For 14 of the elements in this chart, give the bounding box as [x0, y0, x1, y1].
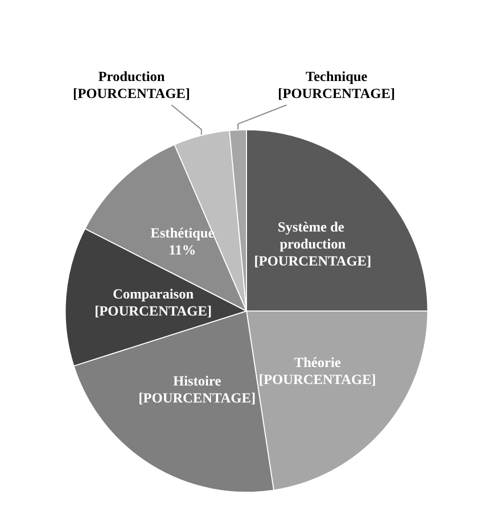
data-label: [POURCENTAGE]	[258, 373, 376, 388]
data-label: [POURCENTAGE]	[254, 254, 372, 270]
slice-label: Théorie	[294, 356, 341, 372]
slice-label: Système de production	[278, 220, 348, 252]
data-label: [POURCENTAGE]	[138, 392, 256, 407]
slice-label: Histoire	[173, 374, 222, 390]
slice-label: Esthétique	[150, 226, 214, 242]
data-label: [POURCENTAGE]	[72, 87, 190, 102]
data-label: [POURCENTAGE]	[94, 304, 212, 320]
slice-label: Production	[98, 70, 166, 85]
slice-label: Technique	[306, 70, 368, 85]
data-label: 11%	[168, 244, 196, 259]
slice-label: Comparaison	[112, 287, 194, 302]
data-label: [POURCENTAGE]	[278, 87, 396, 102]
